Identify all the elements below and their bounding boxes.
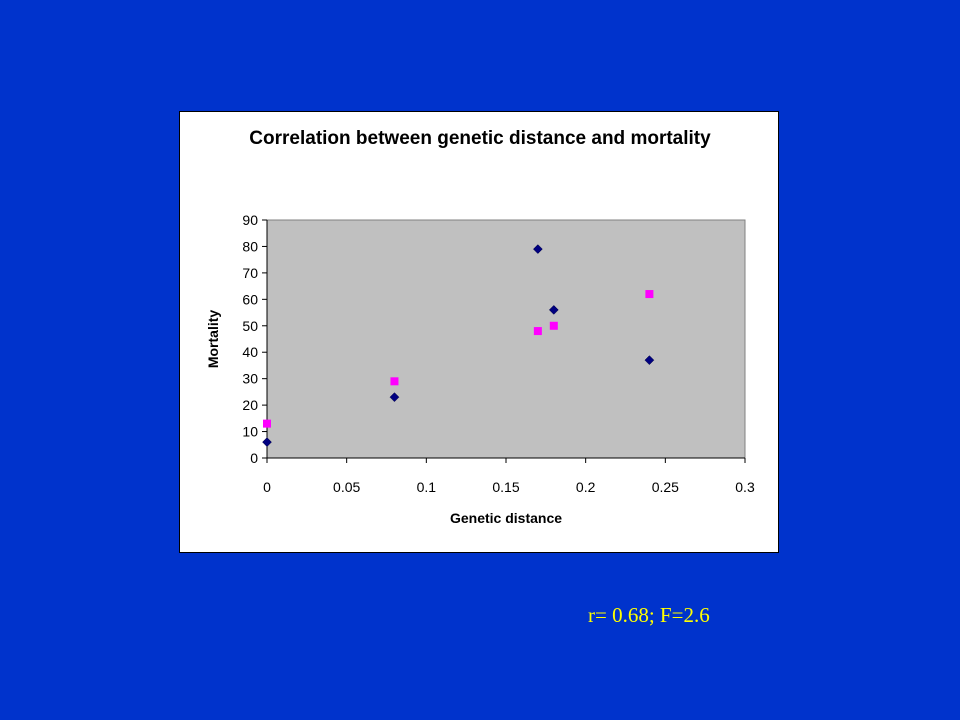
data-points (262, 244, 655, 447)
axes: 0 10 20 30 40 50 60 70 80 90 0 0.05 0.1 0.15 0.2 0.25 0.… (242, 212, 755, 495)
y-tick-label: 90 (242, 212, 258, 228)
plot-area (266, 219, 746, 459)
x-axis-title: Genetic distance (450, 510, 562, 526)
y-tick-label: 40 (242, 344, 258, 360)
data-point-diamond (389, 392, 400, 403)
y-tick-label: 50 (242, 318, 258, 334)
y-tick-label: 20 (242, 397, 258, 413)
x-tick-label: 0.15 (492, 479, 519, 495)
y-tick-label: 70 (242, 265, 258, 281)
data-point-square (645, 290, 654, 299)
x-tick-label: 0.3 (735, 479, 755, 495)
y-tick-label: 10 (242, 424, 258, 440)
x-tick-label: 0 (263, 479, 271, 495)
scatter-chart: 0 10 20 30 40 50 60 70 80 90 0 0.05 0.1 0.15 0.2 0.25 0.… (205, 212, 755, 526)
data-point-square (549, 321, 558, 330)
data-point-diamond (548, 305, 559, 315)
data-point-square (533, 327, 542, 336)
x-tick-label: 0.25 (652, 479, 679, 495)
x-tick-label: 0.05 (333, 479, 360, 495)
data-point-square (390, 377, 399, 386)
x-tick-label: 0.2 (576, 479, 596, 495)
chart-frame: Correlation between genetic distance and… (179, 111, 779, 553)
y-tick-label: 0 (250, 450, 258, 466)
chart-title: Correlation between genetic distance and… (249, 128, 711, 149)
data-point-square (263, 419, 271, 428)
y-tick-label: 30 (242, 371, 258, 387)
y-tick-label: 80 (242, 238, 258, 254)
data-point-diamond (533, 244, 543, 254)
data-point-diamond (644, 355, 655, 366)
x-tick-label: 0.1 (417, 479, 437, 495)
statistics-caption: r= 0.68; F=2.6 (588, 603, 710, 627)
data-point-diamond (262, 437, 272, 447)
y-tick-label: 60 (242, 291, 258, 307)
y-axis-title: Mortality (205, 310, 221, 369)
